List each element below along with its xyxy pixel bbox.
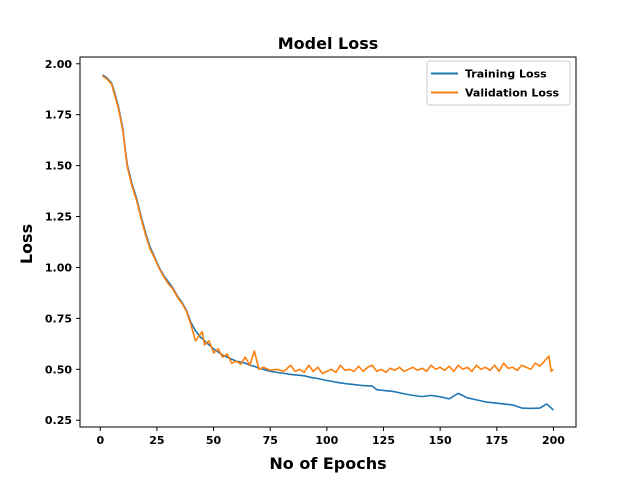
axes-frame xyxy=(79,56,577,428)
y-tick-label: 0.50 xyxy=(45,363,72,376)
legend-label-training-loss: Training Loss xyxy=(465,68,547,81)
x-axis-label: No of Epochs xyxy=(269,454,386,473)
x-tick-label: 100 xyxy=(315,434,338,447)
x-tick-label: 25 xyxy=(149,434,164,447)
series-line-validation-loss xyxy=(102,75,554,375)
x-tick-label: 150 xyxy=(429,434,452,447)
x-tick-label: 75 xyxy=(263,434,278,447)
y-axis-ticks: 0.25 0.50 0.75 1.00 1.25 1.50 1.75 2.00 xyxy=(45,58,80,427)
chart-title: Model Loss xyxy=(278,34,379,53)
y-tick-label: 0.75 xyxy=(45,312,72,325)
legend: Training Loss Validation Loss xyxy=(426,60,571,106)
x-tick-label: 200 xyxy=(542,434,565,447)
x-axis-ticks: 0 25 50 75 100 125 150 175 200 xyxy=(96,427,565,447)
x-tick-label: 50 xyxy=(206,434,222,447)
y-tick-label: 1.25 xyxy=(45,211,72,224)
x-tick-label: 175 xyxy=(485,434,508,447)
y-tick-label: 1.50 xyxy=(45,160,72,173)
series-layer xyxy=(102,74,554,411)
x-tick-label: 0 xyxy=(96,434,104,447)
y-tick-label: 1.75 xyxy=(45,109,72,122)
y-tick-label: 1.00 xyxy=(45,261,72,274)
y-axis-label: Loss xyxy=(17,224,36,264)
y-tick-label: 2.00 xyxy=(45,58,72,71)
y-tick-label: 0.25 xyxy=(45,414,72,427)
legend-label-validation-loss: Validation Loss xyxy=(465,87,560,100)
legend-box xyxy=(426,60,571,106)
x-tick-label: 125 xyxy=(372,434,395,447)
